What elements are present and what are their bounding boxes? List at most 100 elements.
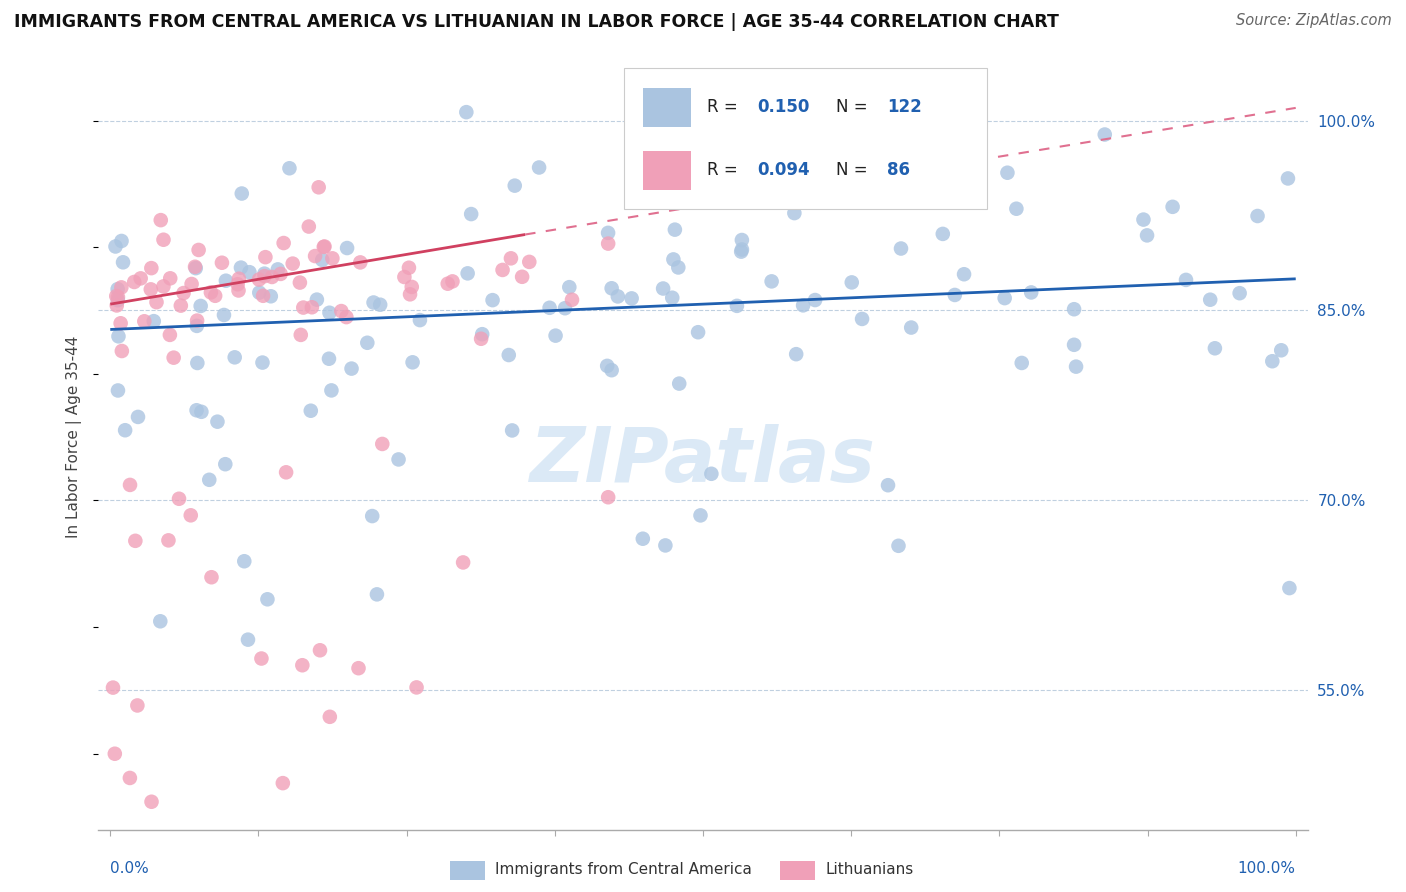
Point	[141, 261, 163, 276]
Point	[321, 384, 343, 398]
Point	[139, 282, 162, 296]
Point	[254, 250, 277, 264]
Point	[253, 267, 276, 281]
Point	[887, 539, 910, 553]
Point	[596, 226, 619, 240]
Point	[598, 236, 620, 251]
Point	[105, 298, 128, 312]
Point	[152, 279, 174, 293]
Point	[481, 293, 503, 307]
Point	[1019, 285, 1042, 300]
Point	[186, 318, 208, 333]
Text: 86: 86	[887, 161, 910, 179]
Point	[252, 289, 274, 303]
Point	[877, 478, 900, 492]
Point	[319, 710, 342, 724]
Point	[620, 292, 643, 306]
Point	[994, 291, 1017, 305]
Point	[405, 681, 427, 695]
Point	[761, 274, 783, 288]
Point	[299, 403, 322, 417]
Point	[1132, 212, 1154, 227]
Point	[207, 415, 229, 429]
Point	[129, 271, 152, 285]
Point	[157, 533, 180, 548]
Point	[180, 277, 202, 291]
Point	[311, 252, 333, 267]
Point	[538, 301, 561, 315]
Text: 0.150: 0.150	[758, 98, 810, 116]
Point	[250, 651, 273, 665]
Point	[688, 325, 710, 339]
Point	[731, 233, 754, 247]
Point	[1063, 302, 1085, 317]
Point	[470, 332, 492, 346]
Point	[118, 478, 141, 492]
Point	[270, 267, 292, 281]
Point	[851, 312, 873, 326]
Text: 100.0%: 100.0%	[1237, 861, 1296, 876]
Point	[510, 269, 533, 284]
Point	[273, 235, 295, 250]
Point	[107, 329, 129, 343]
Point	[544, 328, 567, 343]
Point	[278, 161, 301, 176]
Point	[231, 186, 253, 201]
Point	[460, 207, 482, 221]
Point	[700, 467, 723, 481]
Point	[159, 327, 181, 342]
Point	[689, 508, 711, 523]
Point	[152, 233, 174, 247]
Point	[664, 222, 686, 236]
Point	[200, 285, 222, 300]
FancyBboxPatch shape	[624, 68, 987, 210]
Point	[561, 293, 583, 307]
Point	[318, 351, 340, 366]
Point	[186, 313, 208, 327]
Point	[167, 491, 190, 506]
Point	[260, 289, 283, 303]
Text: R =: R =	[707, 161, 742, 179]
Point	[105, 289, 128, 303]
Point	[471, 327, 494, 342]
Point	[457, 266, 479, 280]
Point	[107, 384, 129, 398]
Point	[288, 276, 311, 290]
Text: 0.094: 0.094	[758, 161, 810, 179]
Point	[654, 538, 676, 552]
Point	[291, 658, 314, 673]
Point	[267, 262, 290, 277]
Point	[228, 271, 250, 285]
FancyBboxPatch shape	[643, 87, 690, 127]
Point	[356, 335, 378, 350]
Point	[527, 161, 550, 175]
Point	[260, 270, 283, 285]
Point	[312, 240, 335, 254]
Point	[1278, 581, 1301, 595]
Point	[730, 244, 752, 259]
Text: Lithuanians: Lithuanians	[825, 863, 914, 877]
Point	[725, 299, 748, 313]
Point	[233, 554, 256, 568]
Point	[110, 234, 132, 248]
Point	[159, 271, 181, 285]
Point	[501, 424, 523, 438]
Point	[184, 261, 207, 276]
Point	[247, 285, 270, 300]
Point	[104, 239, 127, 253]
Point	[141, 795, 163, 809]
Point	[187, 243, 209, 257]
Point	[661, 291, 683, 305]
Point	[841, 276, 863, 290]
Point	[173, 286, 195, 301]
Point	[890, 242, 912, 256]
Y-axis label: In Labor Force | Age 35-44: In Labor Force | Age 35-44	[66, 336, 83, 538]
Point	[724, 192, 747, 206]
Point	[281, 257, 304, 271]
Point	[1094, 128, 1116, 142]
Point	[114, 423, 136, 437]
Point	[1270, 343, 1292, 358]
Point	[134, 314, 156, 328]
Point	[1261, 354, 1284, 368]
Point	[804, 293, 827, 307]
